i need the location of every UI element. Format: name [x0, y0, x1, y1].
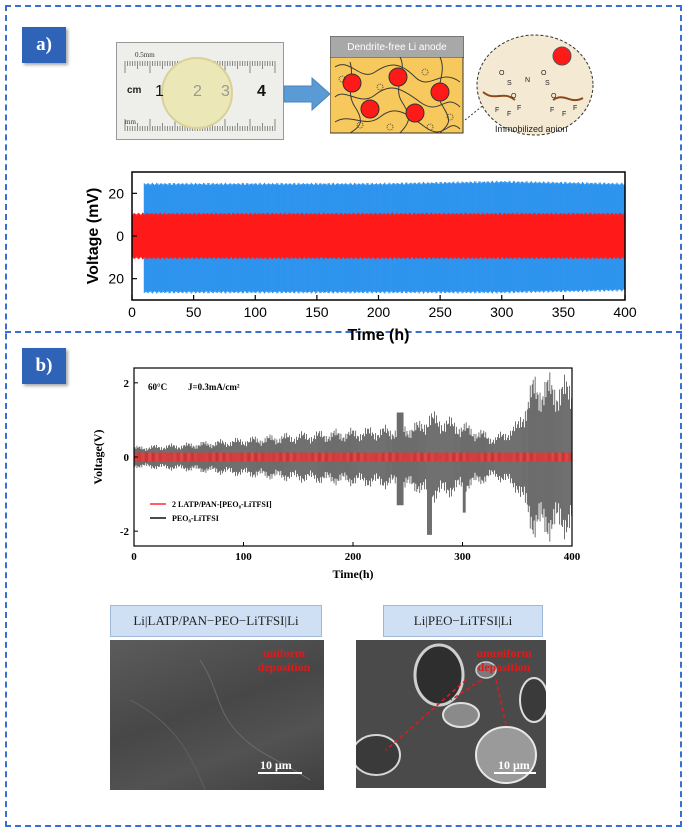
inset-atom-o: O	[511, 93, 517, 100]
ruler-tick-3: 3	[221, 83, 230, 100]
chart-b-legend-label: PEO₈-LiTFSI	[172, 514, 219, 523]
sem-left-scale: 10 μm	[260, 758, 292, 772]
ruler-tick-4: 4	[257, 83, 266, 100]
chart-a-ytick-label: 20	[108, 271, 124, 287]
polymer-chain-0	[334, 64, 461, 83]
chart-b-temperature: 60°C	[148, 382, 167, 392]
chart-a-xtick-label: 250	[428, 304, 452, 320]
chart-b-xtick-label: 0	[131, 551, 137, 563]
chart-a-xtick-label: 300	[490, 304, 514, 320]
lithium-ion-3	[360, 99, 380, 119]
inset-atom-s: S	[545, 80, 550, 87]
polymer-matrix	[330, 57, 464, 134]
chart-b-ytick-label: 2	[124, 378, 130, 390]
sem-texture-right	[356, 643, 546, 784]
ruler-tick-2: 2	[193, 83, 202, 100]
chart-b-xlabel: Time(h)	[332, 567, 373, 581]
schematic-title: Dendrite-free Li anode	[330, 36, 464, 58]
anion-marker-1	[376, 83, 384, 91]
inset-atom-f: F	[573, 105, 577, 112]
chart-b-current-density: J=0.3mA/cm²	[188, 382, 240, 392]
sem-right-scale: 10 μm	[498, 758, 530, 772]
anion-marker-6	[426, 123, 434, 131]
chart-b-xtick-label: 300	[454, 551, 471, 563]
chart-b-xtick-label: 100	[235, 551, 252, 563]
anion-marker-0	[338, 75, 346, 83]
ruler-top-label: 0.5mm	[135, 51, 155, 59]
ununiform-label-line1: ununiform	[476, 646, 532, 660]
anion-marker-3	[446, 113, 454, 121]
figure-frame	[5, 5, 682, 827]
lithium-ion-0	[342, 73, 362, 93]
chart-a-xtick-label: 150	[305, 304, 329, 320]
chart-a-ytick-label: 0	[116, 228, 124, 244]
chart-a-xtick-label: 50	[186, 304, 202, 320]
inset-atom-f: F	[517, 105, 521, 112]
lithium-ion-2	[430, 82, 450, 102]
sem-image-uniform: uniform deposition 10 μm	[110, 640, 324, 790]
panel-a-tag: a)	[22, 27, 66, 63]
inset-atom-o: O	[551, 93, 557, 100]
polymer-chain-2	[334, 110, 461, 133]
chart-a-xtick-label: 400	[613, 304, 637, 320]
chart-a-xlabel: Time (h)	[348, 327, 410, 344]
inset-atom-f: F	[550, 107, 554, 114]
chart-a-ylabel: Voltage (mV)	[85, 188, 102, 285]
ruler-tick-1: 1	[155, 83, 164, 100]
ruler-bottom-label: mm	[125, 118, 136, 126]
anion-marker-2	[421, 68, 429, 76]
chart-b-xtick-label: 400	[564, 551, 581, 563]
uniform-label-line2: deposition	[257, 660, 311, 674]
ruler-graphic	[124, 57, 276, 131]
inset-atom-n: N	[525, 77, 530, 84]
chart-b: 2 0 -2 0 100 200 300 400 Time(h) Voltage(V) 60°C J=…	[91, 367, 581, 581]
inset-caption: Immobilized anion	[495, 124, 568, 134]
electrolyte-membrane	[161, 57, 233, 129]
voltage-band-0	[143, 180, 626, 294]
chart-b-ytick-label: 0	[124, 452, 130, 464]
chart-a-xtick-label: 100	[244, 304, 268, 320]
inset-atom-f: F	[507, 111, 511, 118]
sem-image-ununiform: ununiform deposition 10 μm	[356, 640, 546, 788]
inset-atom-f: F	[562, 111, 566, 118]
panel-b-tag: b)	[22, 348, 66, 384]
chart-b-ylabel: Voltage(V)	[91, 430, 105, 485]
sem-left-caption: Li|LATP/PAN−PEO−LiTFSI|Li	[110, 605, 322, 637]
lithium-ion-1	[388, 67, 408, 87]
anion-marker-4	[356, 121, 364, 129]
anode-schematic: Dendrite-free Li anode	[330, 36, 464, 134]
inset-atom-o: O	[499, 70, 505, 77]
chart-b-xtick-label: 200	[345, 551, 362, 563]
lithium-ion-4	[405, 103, 425, 123]
sem-right-caption: Li|PEO−LiTFSI|Li	[383, 605, 543, 637]
inset-atom-f: F	[495, 107, 499, 114]
ununiform-label-line2: deposition	[477, 660, 531, 674]
voltage-band-1	[131, 212, 626, 260]
chart-b-ytick-label: -2	[120, 526, 130, 538]
polymer-chain-5	[438, 57, 449, 134]
anion-marker-5	[386, 123, 394, 131]
ruler-unit: cm	[127, 85, 142, 96]
sem-texture-left	[129, 659, 311, 790]
arrow-icon	[283, 76, 331, 112]
uniform-label-line1: uniform	[263, 646, 305, 660]
inset-atom-s: S	[507, 80, 512, 87]
chart-a-xtick-label: 350	[552, 304, 576, 320]
chart-a-xtick-label: 0	[128, 304, 136, 320]
ruler-photo: 0.5mm cm 1 2 3 4 mm	[116, 42, 284, 140]
panel-divider	[5, 331, 682, 333]
latp-pan-series	[133, 452, 572, 462]
chart-b-legend-label: 2 LATP/PAN-[PEO₈-LiTFSI]	[172, 500, 272, 509]
chart-a-ytick-label: 20	[108, 185, 124, 201]
inset-atom-o: O	[541, 70, 547, 77]
chart-a-xtick-label: 200	[367, 304, 391, 320]
